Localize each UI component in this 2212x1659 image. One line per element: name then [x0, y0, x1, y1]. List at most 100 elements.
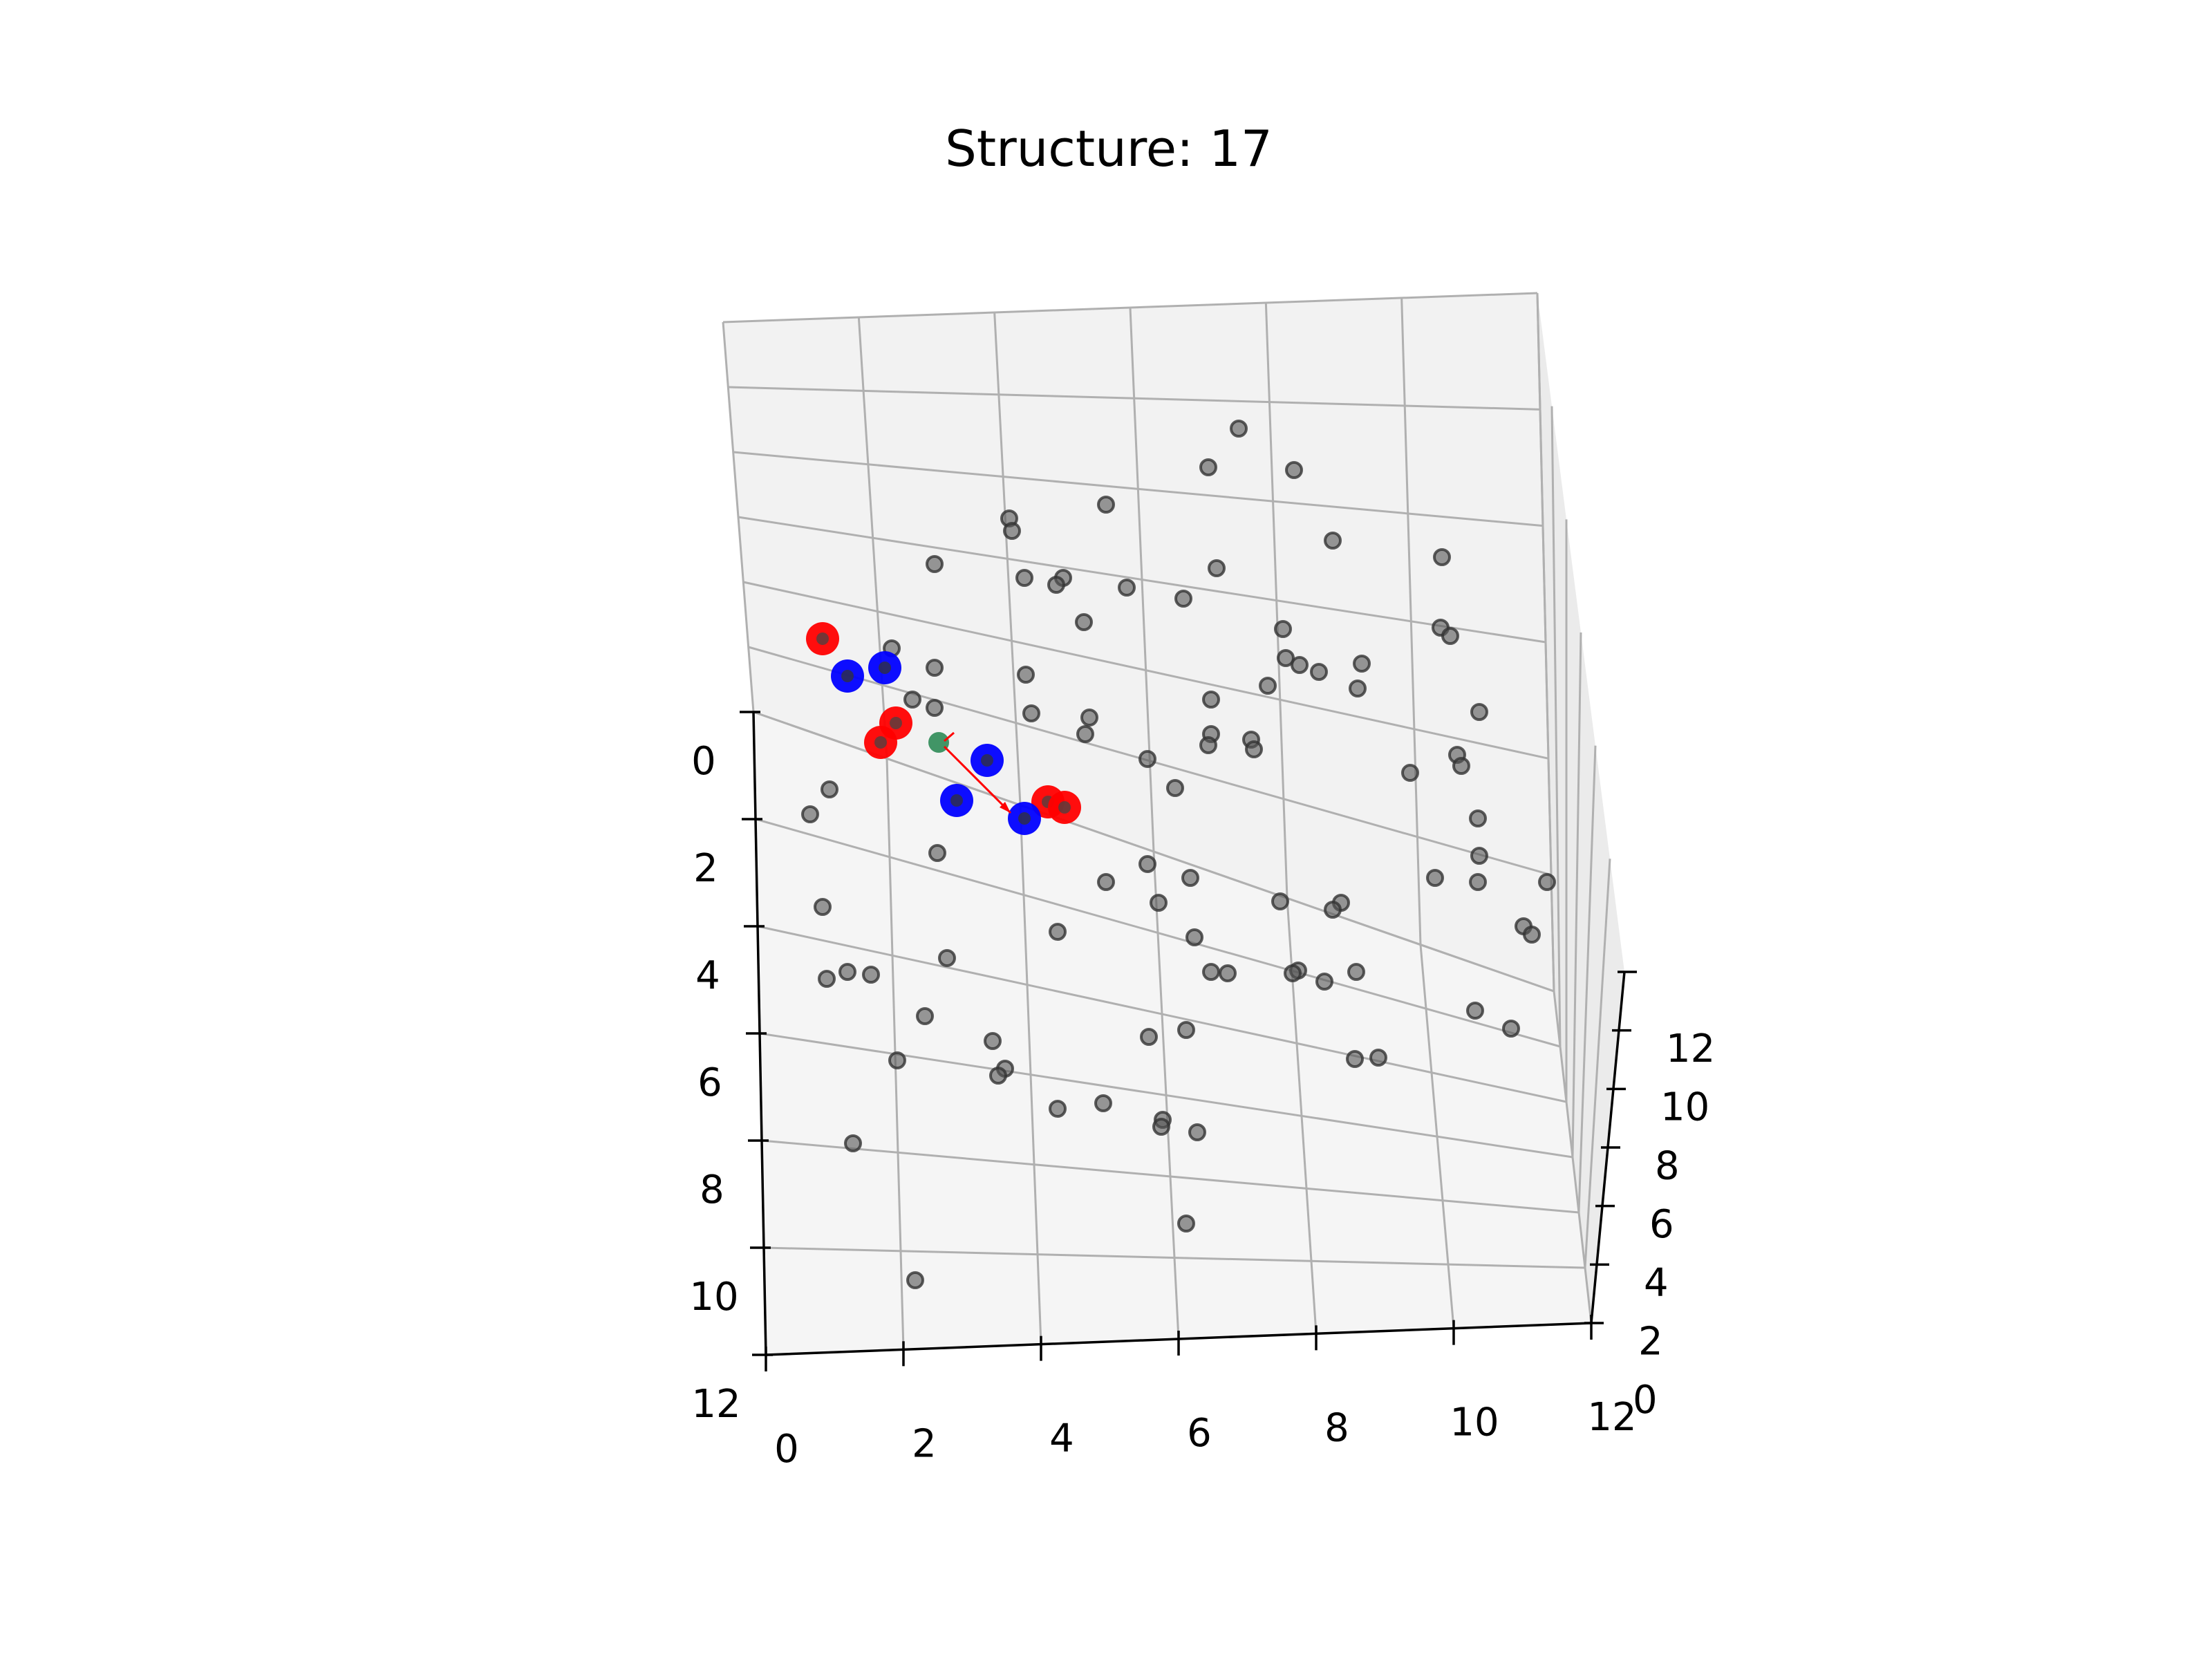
- data-point: [1285, 461, 1303, 479]
- data-point: [1202, 963, 1220, 981]
- x-tick-label: 2: [912, 1421, 937, 1466]
- data-point: [1291, 656, 1309, 674]
- data-point: [801, 805, 819, 823]
- data-point: [1230, 420, 1248, 438]
- data-point: [1277, 649, 1295, 667]
- data-point: [1181, 869, 1199, 887]
- data-point: [1271, 892, 1289, 910]
- data-point: [1470, 847, 1488, 865]
- direction-arrow-head: [1000, 802, 1011, 813]
- data-point: [1075, 613, 1093, 631]
- data-point: [1152, 1118, 1170, 1136]
- data-point: [1315, 973, 1333, 991]
- data-point: [984, 1032, 1002, 1050]
- data-point: [844, 1134, 862, 1152]
- y-tick-label: 2: [1638, 1319, 1663, 1364]
- data-point: [1470, 703, 1488, 721]
- data-point: [903, 691, 921, 709]
- highlight-point-red-core: [816, 632, 829, 645]
- data-point: [1199, 736, 1217, 754]
- z-tick-label: 10: [689, 1275, 738, 1320]
- data-point: [888, 1051, 906, 1069]
- grid-line-floor-z: [1553, 991, 1593, 1324]
- z-tick-label: 8: [700, 1168, 724, 1212]
- highlight-point-red-core: [874, 736, 887, 749]
- data-point: [1094, 1094, 1112, 1112]
- data-point: [938, 949, 956, 967]
- highlight-point-blue-core: [950, 794, 963, 807]
- data-point: [1138, 855, 1156, 873]
- x-tick-label: 12: [1587, 1395, 1636, 1440]
- data-point: [1199, 458, 1217, 476]
- data-point: [1208, 559, 1226, 577]
- data-point: [1284, 964, 1302, 982]
- data-point: [1502, 1020, 1520, 1038]
- data-point: [821, 780, 838, 798]
- data-point: [1523, 926, 1541, 944]
- data-point: [1401, 764, 1419, 782]
- axis-ticks: [740, 711, 1637, 1371]
- grid-line-back-horizontal: [753, 711, 1555, 993]
- data-point: [1324, 532, 1342, 550]
- y-tick-label: 10: [1660, 1085, 1709, 1130]
- data-point: [1150, 894, 1168, 912]
- direction-arrow: [943, 745, 1012, 814]
- y-tick-label: 12: [1666, 1027, 1715, 1071]
- data-point: [1015, 569, 1033, 587]
- z-tick-label: 12: [691, 1382, 740, 1427]
- data-point: [1353, 655, 1371, 673]
- data-point: [818, 970, 836, 988]
- direction-arrow-tail: [944, 731, 955, 742]
- data-point: [1274, 620, 1292, 638]
- data-point: [1080, 709, 1098, 727]
- data-point: [1118, 579, 1136, 597]
- chart-title: Structure: 17: [945, 120, 1273, 178]
- y-tick-label: 0: [1633, 1378, 1658, 1423]
- highlight-point-blue-core: [1018, 812, 1031, 825]
- grid-line-right-pane: [1577, 745, 1597, 1213]
- data-point: [1441, 627, 1459, 645]
- data-point: [1049, 1100, 1067, 1118]
- data-point: [1469, 809, 1487, 827]
- data-point: [1426, 869, 1444, 887]
- highlight-point-red-core: [890, 717, 902, 729]
- highlight-point-blue-core: [841, 670, 854, 682]
- z-tick-label: 4: [695, 953, 720, 998]
- data-point: [1177, 1021, 1195, 1039]
- scatter-points: [801, 420, 1556, 1289]
- data-point: [1017, 666, 1035, 684]
- grid-line-right-pane: [1584, 859, 1611, 1268]
- data-point: [989, 1067, 1007, 1085]
- grid-line-floor-z: [1419, 944, 1455, 1329]
- data-point: [1047, 576, 1065, 594]
- data-point: [1097, 496, 1115, 514]
- x-tick-label: 10: [1450, 1400, 1499, 1445]
- data-point: [1245, 740, 1263, 758]
- data-point: [1003, 522, 1021, 540]
- data-point: [1259, 677, 1277, 695]
- data-point: [1347, 963, 1365, 981]
- data-point: [1177, 1215, 1195, 1232]
- data-point: [1138, 750, 1156, 768]
- data-point: [838, 963, 856, 981]
- right-pane: [1537, 293, 1624, 1323]
- highlight-point-red-core: [1058, 801, 1071, 814]
- data-point: [906, 1271, 924, 1289]
- y-tick-label: 8: [1655, 1143, 1680, 1188]
- x-tick-label: 4: [1049, 1416, 1074, 1461]
- x-tick-label: 6: [1187, 1411, 1212, 1456]
- highlight-point-blue-core: [981, 754, 993, 767]
- data-point: [1049, 923, 1067, 941]
- grid-line-right-pane: [1550, 406, 1562, 1047]
- y-tick-label: 6: [1649, 1202, 1674, 1247]
- data-point: [1346, 1050, 1364, 1068]
- data-point: [1076, 725, 1094, 743]
- data-point: [926, 699, 944, 717]
- data-point: [926, 555, 944, 573]
- data-point: [916, 1007, 934, 1025]
- grid-line-right-pane: [1571, 632, 1582, 1158]
- x-tick-label: 0: [774, 1427, 799, 1472]
